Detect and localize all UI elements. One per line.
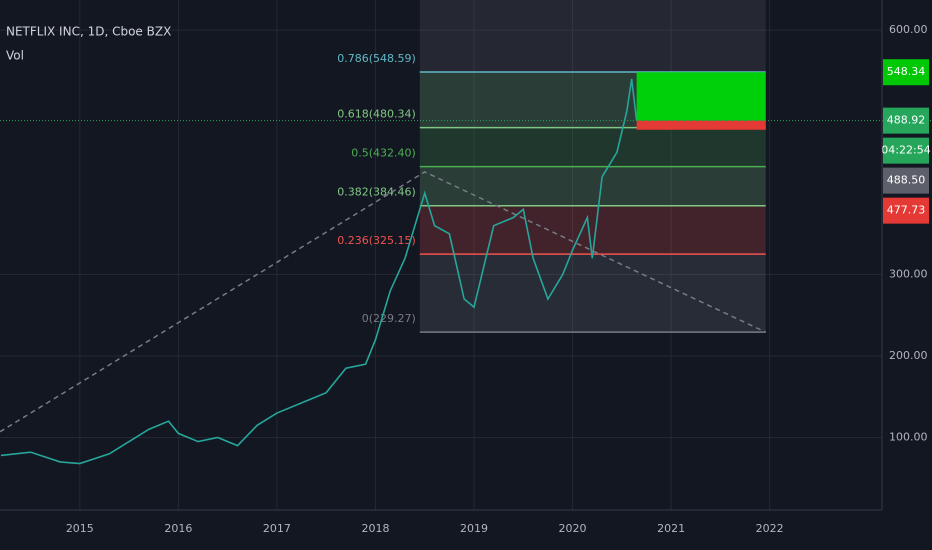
x-tick-label: 2022: [756, 522, 784, 535]
fib-region: [419, 0, 766, 73]
fib-band: [419, 254, 766, 333]
x-tick-label: 2017: [263, 522, 291, 535]
countdown-box: [883, 137, 929, 164]
fib-label: 0.618(480.34): [337, 108, 416, 121]
countdown: 04:22:54: [881, 144, 930, 157]
x-tick-label: 2015: [66, 522, 94, 535]
fib-label: 0.5(432.40): [351, 147, 416, 160]
fib-band: [419, 166, 766, 206]
price-tag: 488.50: [887, 174, 926, 187]
fib-label: 0.236(325.15): [337, 234, 416, 247]
x-tick-label: 2021: [657, 522, 685, 535]
indicator-label: Vol: [6, 49, 24, 63]
y-tick-label: 300.00: [889, 268, 928, 281]
price-tag: 488.92: [887, 114, 926, 127]
y-tick-label: 100.00: [889, 430, 928, 443]
price-tag-box: [883, 107, 929, 134]
x-tick-label: 2019: [460, 522, 488, 535]
fib-band: [419, 127, 766, 167]
fib-label: 0(229.27): [362, 312, 416, 325]
price-tag: 477.73: [887, 204, 926, 217]
position-target: [636, 72, 766, 121]
y-tick-label: 200.00: [889, 349, 928, 362]
fib-label: 0.382(384.46): [337, 186, 416, 199]
y-tick-label: 600.00: [889, 23, 928, 36]
price-line: [0, 78, 638, 465]
price-tag-box: [883, 197, 929, 224]
x-tick-label: 2018: [361, 522, 389, 535]
fib-band: [419, 205, 766, 255]
trend-line: [0, 171, 767, 433]
price-tag-box: [883, 59, 929, 86]
fib-label: 0.786(548.59): [337, 52, 416, 65]
chart-title: NETFLIX INC, 1D, Cboe BZX: [6, 25, 171, 39]
price-tag-box: [883, 167, 929, 194]
x-tick-label: 2016: [164, 522, 192, 535]
x-tick-label: 2020: [559, 522, 587, 535]
position-stop: [636, 120, 766, 130]
price-tag: 548.34: [887, 65, 926, 78]
